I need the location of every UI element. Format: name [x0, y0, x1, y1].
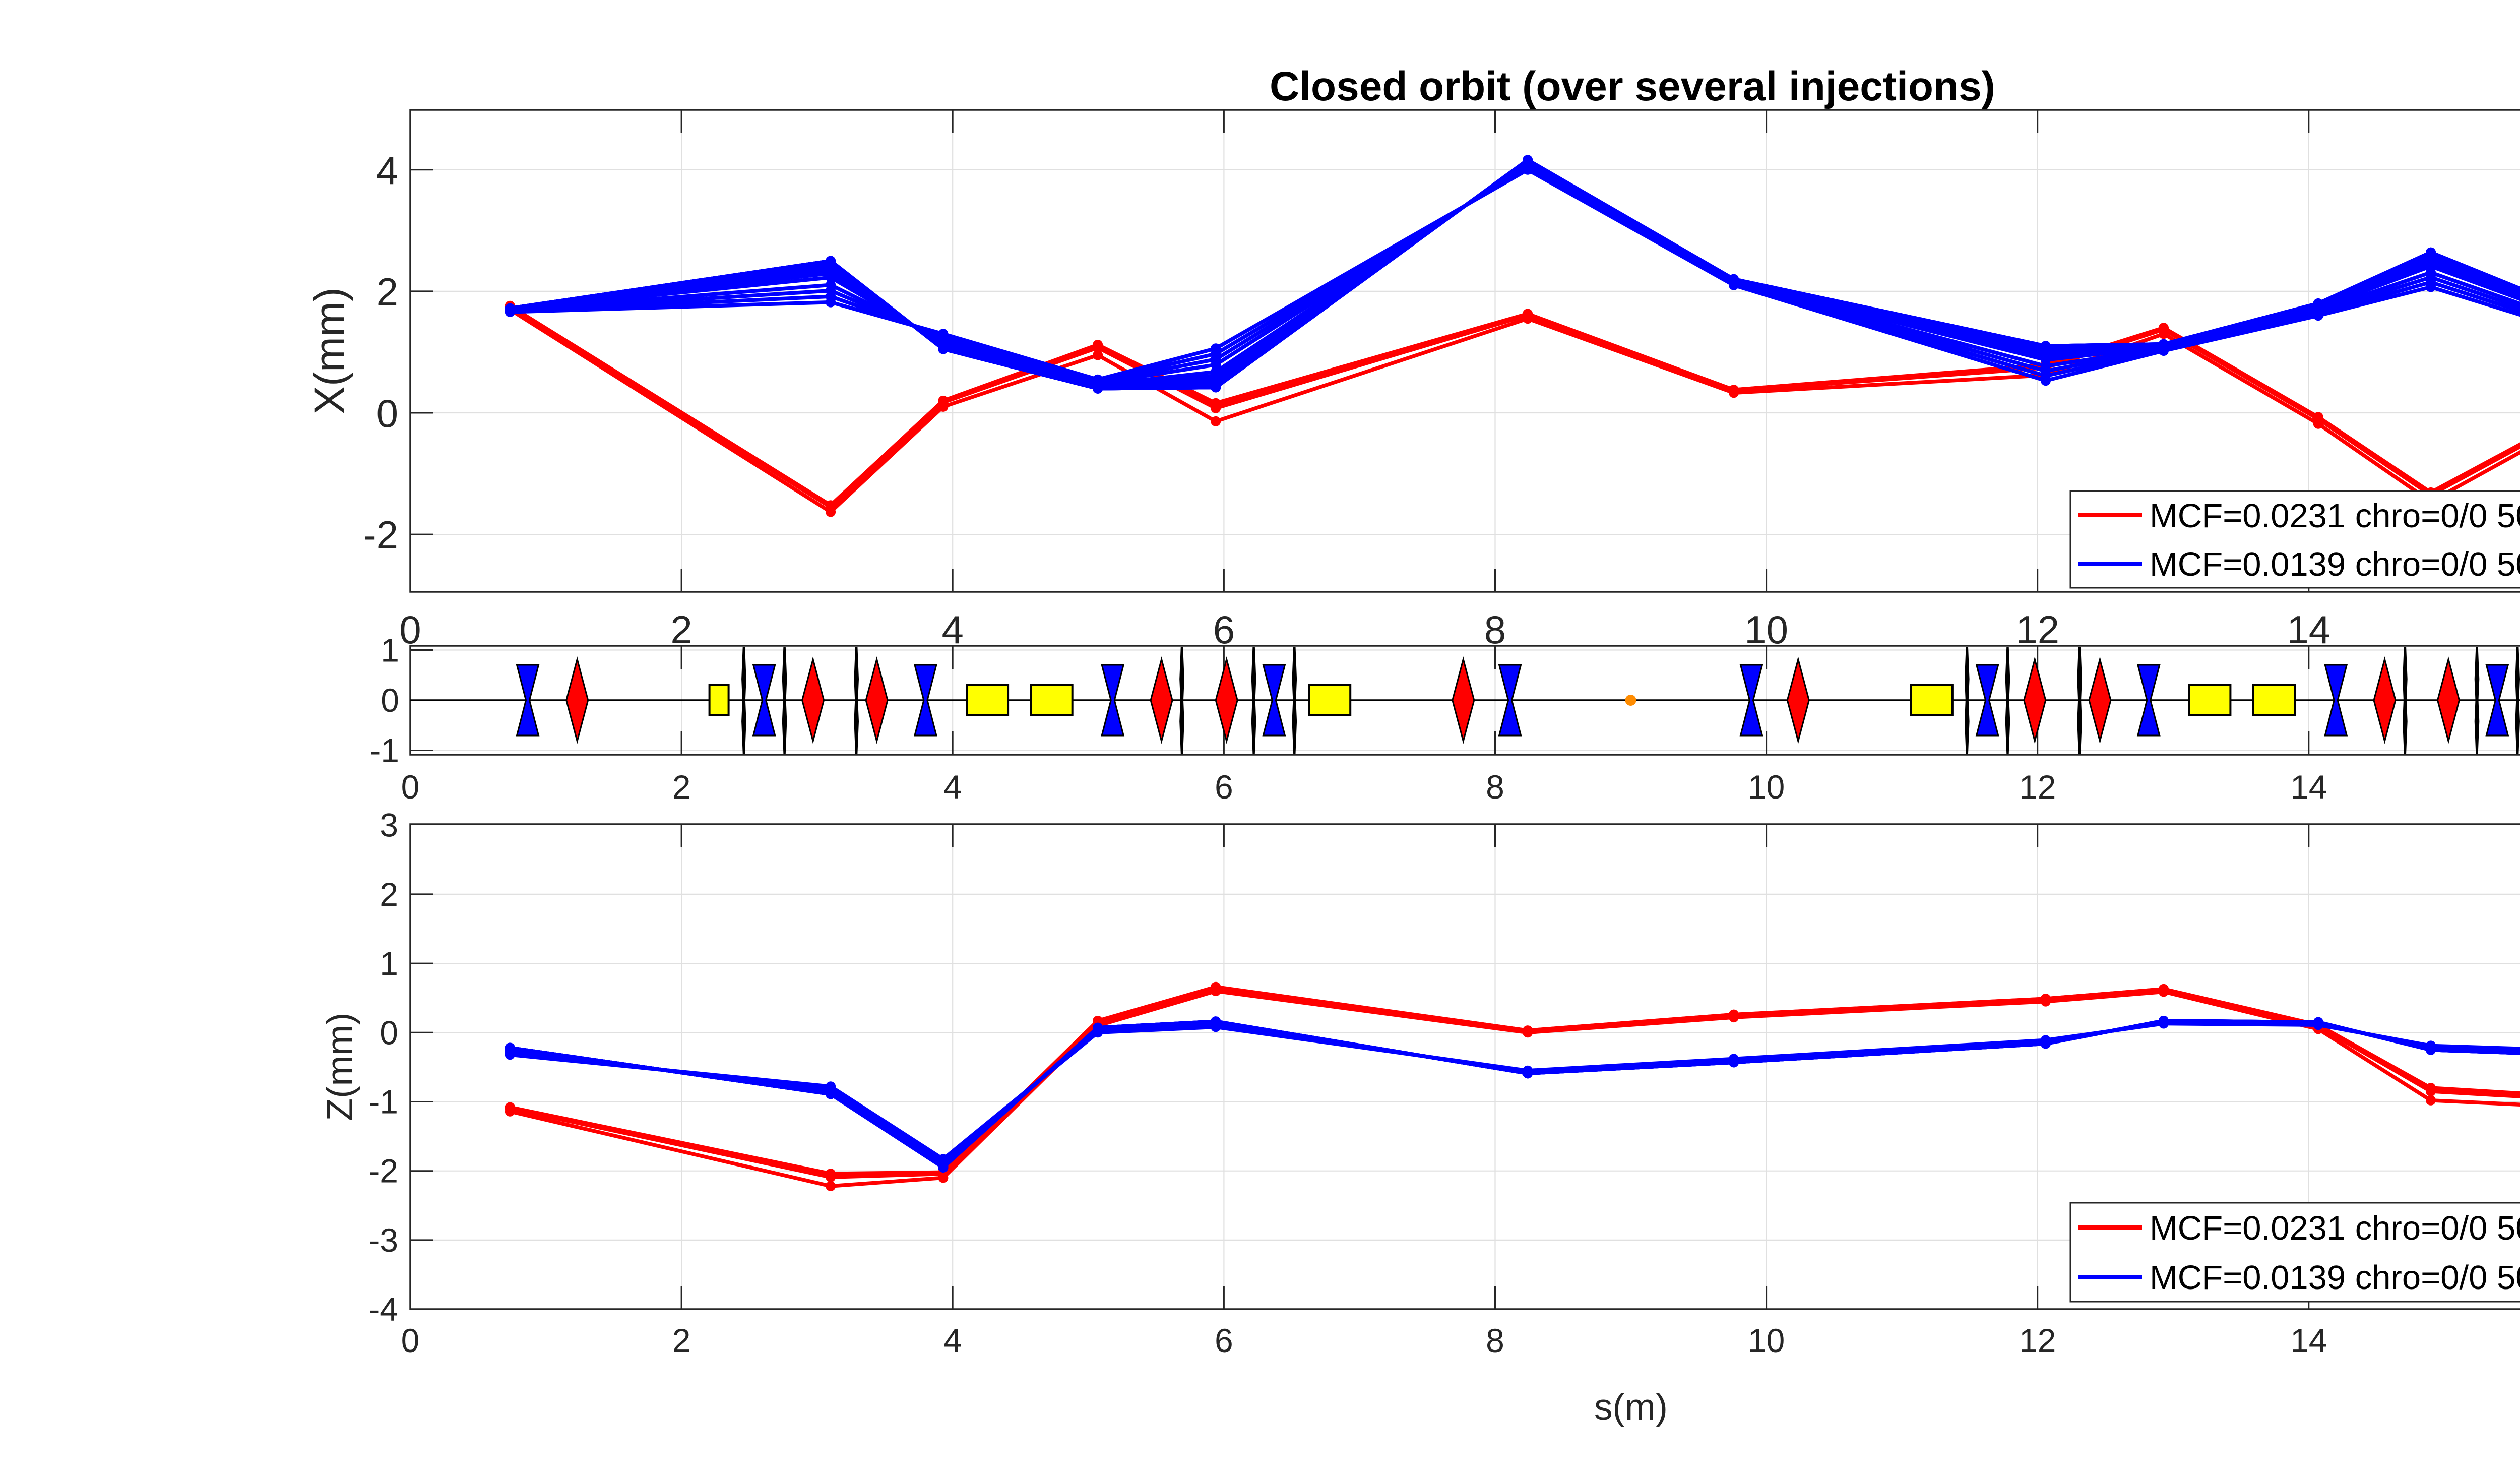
svg-text:8: 8 — [1486, 768, 1504, 806]
svg-text:-2: -2 — [368, 1152, 398, 1190]
svg-text:12: 12 — [2015, 607, 2059, 652]
svg-text:6: 6 — [1215, 1322, 1233, 1359]
svg-text:MCF=0.0139 chro=0/0 500.33 MHz: MCF=0.0139 chro=0/0 500.33 MHz (nominal) — [2150, 545, 2520, 583]
svg-text:4: 4 — [942, 607, 964, 652]
svg-text:6: 6 — [1213, 607, 1235, 652]
svg-text:14: 14 — [2287, 607, 2330, 652]
svg-text:10: 10 — [1748, 1322, 1785, 1359]
svg-text:0: 0 — [401, 1322, 420, 1359]
svg-text:MCF=0.0231 chro=0/0 500.33 MHz: MCF=0.0231 chro=0/0 500.33 MHz — [2150, 497, 2520, 535]
svg-text:0: 0 — [399, 607, 421, 652]
svg-text:MCF=0.0139 chro=0/0 500.33 MHz: MCF=0.0139 chro=0/0 500.33 MHz (nominal) — [2150, 1259, 2520, 1297]
svg-text:1: 1 — [380, 945, 398, 982]
svg-text:4: 4 — [943, 1322, 962, 1359]
svg-text:4: 4 — [376, 148, 398, 193]
svg-text:8: 8 — [1486, 1322, 1504, 1359]
svg-text:-1: -1 — [368, 1083, 398, 1121]
svg-text:12: 12 — [2019, 768, 2056, 806]
svg-text:-3: -3 — [368, 1221, 398, 1259]
svg-text:4: 4 — [943, 768, 962, 806]
svg-text:Z(mm): Z(mm) — [320, 1013, 360, 1121]
svg-text:MCF=0.0231 chro=0/0 500.33 MHz: MCF=0.0231 chro=0/0 500.33 MHz — [2150, 1209, 2520, 1247]
svg-text:2: 2 — [670, 607, 692, 652]
svg-text:0: 0 — [376, 391, 398, 436]
svg-text:Closed orbit (over several inj: Closed orbit (over several injections) — [1270, 64, 1995, 109]
svg-text:-4: -4 — [368, 1291, 398, 1328]
svg-text:10: 10 — [1744, 607, 1788, 652]
svg-text:-1: -1 — [369, 732, 399, 769]
svg-text:6: 6 — [1215, 768, 1233, 806]
svg-text:1: 1 — [381, 632, 399, 669]
svg-text:s(m): s(m) — [1594, 1387, 1668, 1428]
svg-text:2: 2 — [672, 768, 691, 806]
svg-text:2: 2 — [376, 270, 398, 314]
svg-text:12: 12 — [2019, 1322, 2056, 1359]
svg-text:8: 8 — [1484, 607, 1506, 652]
svg-text:2: 2 — [672, 1322, 691, 1359]
svg-text:14: 14 — [2290, 768, 2327, 806]
svg-text:X(mm): X(mm) — [306, 287, 353, 414]
svg-text:0: 0 — [381, 682, 399, 719]
svg-text:0: 0 — [380, 1014, 398, 1051]
svg-text:3: 3 — [380, 807, 398, 844]
svg-text:14: 14 — [2290, 1322, 2327, 1359]
svg-text:-2: -2 — [363, 513, 398, 557]
svg-text:10: 10 — [1748, 768, 1785, 806]
svg-text:2: 2 — [380, 876, 398, 913]
svg-text:0: 0 — [401, 768, 420, 806]
